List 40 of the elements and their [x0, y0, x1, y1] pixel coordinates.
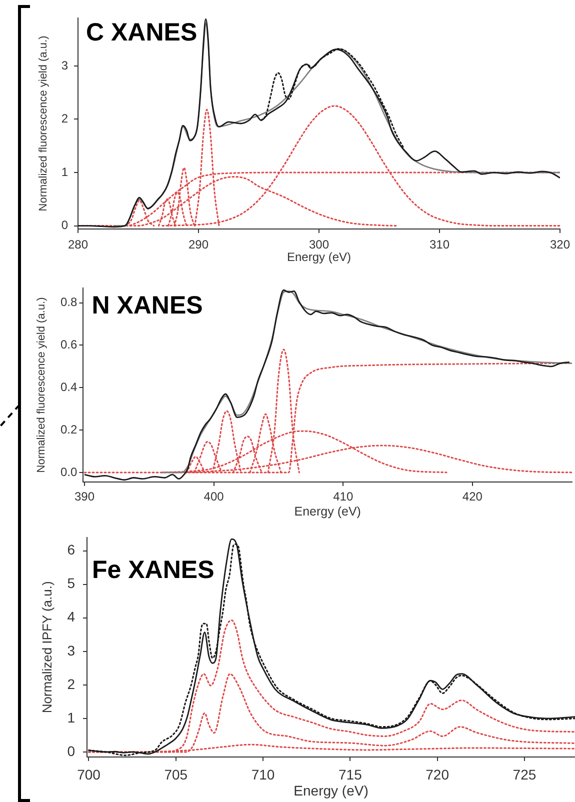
- x-tick-label: 720: [426, 766, 450, 782]
- x-tick-label: 725: [512, 766, 536, 782]
- x-tick-label: 410: [333, 490, 354, 504]
- x-tick-label: 390: [74, 490, 95, 504]
- x-tick-label: 310: [429, 238, 450, 252]
- x-axis-title: Energy (eV): [286, 250, 352, 264]
- x-tick-label: 280: [68, 238, 88, 252]
- y-axis-title: Normalized IPFY (a.u.): [39, 581, 54, 714]
- x-tick-label: 705: [164, 766, 188, 782]
- x-tick-label: 290: [188, 238, 209, 252]
- y-tick-label: 6: [67, 542, 76, 558]
- x-tick-label: 420: [462, 490, 483, 504]
- y-tick-label: 0.2: [60, 422, 78, 436]
- y-tick-label: 0.0: [60, 464, 78, 479]
- y-tick-label: 4: [67, 608, 76, 625]
- y-tick-label: 2: [67, 676, 76, 692]
- x-tick-label: 400: [204, 490, 224, 504]
- chart-title: C XANES: [86, 18, 198, 46]
- x-tick-label: 320: [550, 238, 570, 252]
- x-tick-label: 700: [77, 766, 101, 782]
- x-tick-label: 710: [251, 766, 275, 782]
- y-tick-label: 1: [67, 709, 76, 726]
- y-axis-title: Normalized fluorescence yield (a.u.): [36, 297, 48, 473]
- y-tick-label: 3: [61, 58, 68, 72]
- y-tick-label: 0.8: [60, 295, 78, 310]
- x-axis-title: Energy (eV): [294, 504, 361, 518]
- x-tick-label: 300: [308, 238, 330, 252]
- text: Fe XANES: [92, 556, 214, 584]
- chart-title: N XANES: [92, 292, 203, 320]
- y-tick-label: 0: [67, 742, 76, 759]
- y-tick-label: 3: [67, 642, 76, 658]
- y-tick-label: 0.6: [60, 338, 78, 352]
- y-tick-label: 0: [61, 218, 68, 232]
- y-axis-title: Normalized fluorescence yield (a.u.): [38, 36, 50, 212]
- y-tick-label: 0.4: [60, 380, 78, 394]
- x-tick-label: 715: [338, 766, 362, 782]
- y-tick-label: 1: [61, 164, 68, 179]
- y-tick-label: 5: [67, 575, 76, 592]
- y-tick-label: 2: [61, 112, 68, 126]
- x-axis-title: Energy (eV): [294, 782, 368, 798]
